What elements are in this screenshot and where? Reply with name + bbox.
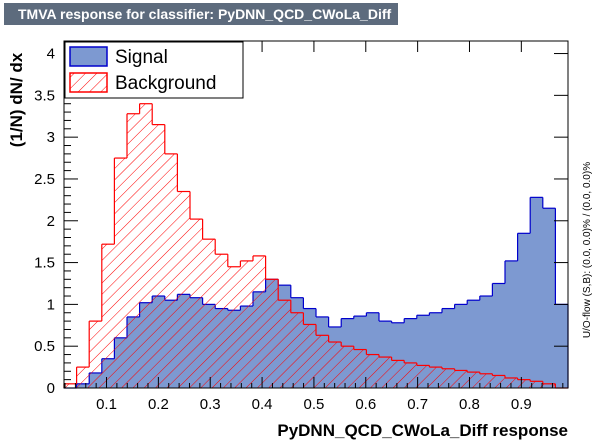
x-axis-label: PyDNN_QCD_CWoLa_Diff response [277, 421, 568, 440]
x-tick-label-2: 0.3 [200, 396, 221, 413]
legend-swatch-background [69, 72, 108, 93]
overflow-label: U/O-flow (S,B): (0.0, 0.0)% / (0.0, 0.0)… [582, 162, 593, 338]
chart-title: TMVA response for classifier: PyDNN_QCD_… [4, 3, 398, 25]
y-axis-label: (1/N) dN/ dx [7, 52, 26, 147]
legend-label-background: Background [115, 73, 216, 94]
x-tick-label-4: 0.5 [303, 396, 324, 413]
y-tick-label-6: 3 [47, 129, 55, 146]
x-tick-label-5: 0.6 [355, 396, 376, 413]
legend: Signal Background [64, 41, 244, 99]
background-histogram [63, 103, 568, 389]
y-tick-label-7: 3.5 [34, 87, 55, 104]
y-tick-label-3: 1.5 [34, 255, 55, 272]
x-tick-label-0: 0.1 [96, 396, 117, 413]
axes: 0.1 0.2 0.3 0.4 0.5 0.6 0.7 0.8 0.9 0 0.5 1 1.5 2 2.5 3… [34, 40, 569, 413]
y-tick-label-2: 1 [47, 296, 55, 313]
y-tick-label-0: 0 [47, 380, 55, 397]
y-tick-label-5: 2.5 [34, 171, 55, 188]
y-tick-label-4: 2 [47, 213, 55, 230]
y-tick-label-8: 4 [47, 46, 55, 63]
y-tick-label-1: 0.5 [34, 338, 55, 355]
series-1-area [64, 103, 568, 388]
x-tick-label-7: 0.8 [459, 396, 480, 413]
plot-frame [63, 40, 569, 389]
legend-swatch-signal [69, 46, 108, 67]
x-tick-label-6: 0.7 [407, 396, 428, 413]
legend-label-signal: Signal [115, 47, 168, 68]
x-tick-label-1: 0.2 [148, 396, 169, 413]
x-tick-label-3: 0.4 [252, 396, 273, 413]
x-tick-label-8: 0.9 [511, 396, 532, 413]
